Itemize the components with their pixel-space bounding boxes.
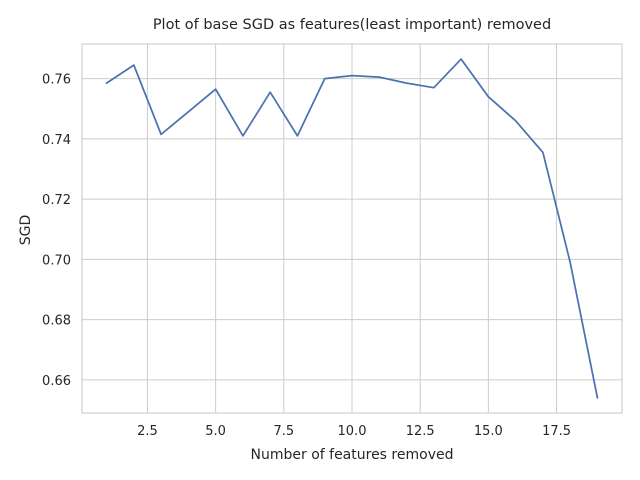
series-layer (105, 58, 599, 399)
x-axis-label: Number of features removed (251, 447, 454, 463)
x-axis-ticks: 2.5 5.0 7.5 10.0 12.5 15.0 17.5 (137, 424, 571, 439)
plot-area-frame (81, 43, 623, 414)
y-tick-label: 0.68 (42, 314, 71, 329)
x-tick-label: 12.5 (406, 424, 435, 439)
x-tick-label: 17.5 (542, 424, 571, 439)
x-tick-label: 7.5 (273, 424, 294, 439)
y-tick-label: 0.74 (42, 133, 71, 148)
grid (82, 44, 622, 413)
y-axis-ticks: 0.66 0.68 0.70 0.72 0.74 0.76 (42, 73, 71, 389)
y-axis-label: SGD (18, 215, 34, 246)
x-tick-label: 10.0 (338, 424, 367, 439)
chart-title: Plot of base SGD as features(least impor… (153, 17, 551, 33)
x-tick-label: 15.0 (474, 424, 503, 439)
series-line (105, 58, 599, 399)
y-tick-label: 0.66 (42, 374, 71, 389)
y-tick-label: 0.76 (42, 73, 71, 88)
x-tick-label: 5.0 (205, 424, 226, 439)
y-tick-label: 0.72 (42, 193, 71, 208)
x-tick-label: 2.5 (137, 424, 158, 439)
y-tick-label: 0.70 (42, 253, 71, 268)
